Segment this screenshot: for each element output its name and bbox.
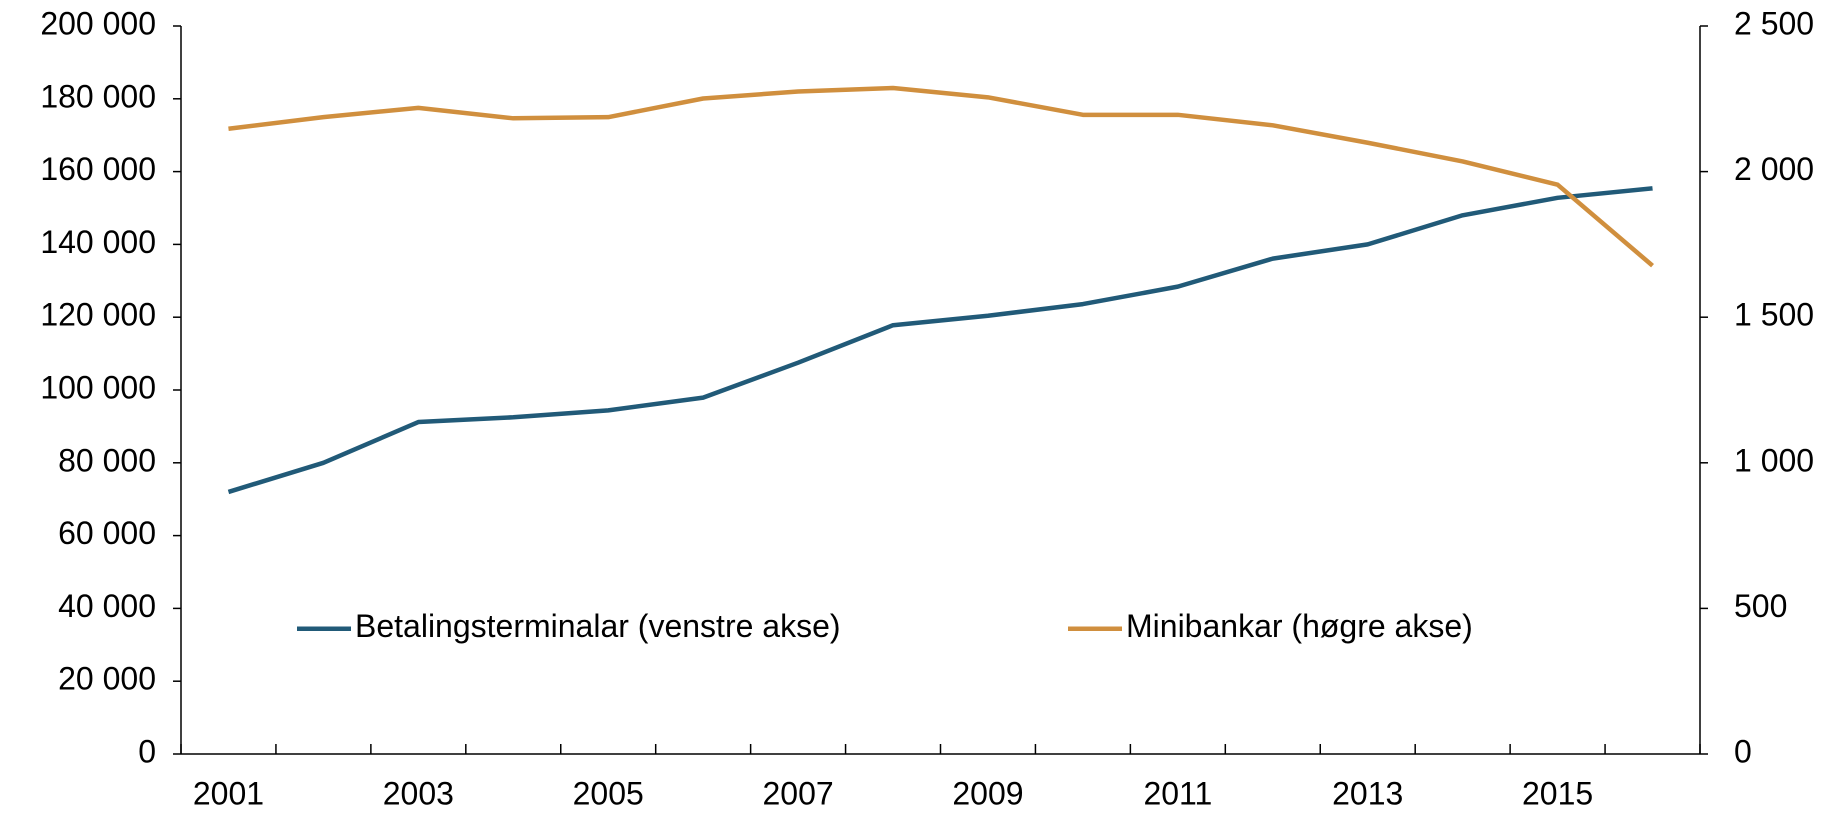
y2-tick-label: 0	[1734, 733, 1752, 769]
x-tick-label: 2007	[763, 775, 834, 811]
y-tick-label: 120 000	[40, 297, 156, 333]
y2-tick-label: 2 500	[1734, 5, 1814, 41]
y-tick-label: 20 000	[58, 661, 156, 697]
x-tick-label: 2011	[1143, 775, 1212, 811]
x-tick-label: 2003	[383, 775, 454, 811]
y-tick-label: 0	[138, 733, 156, 769]
y2-tick-label: 2 000	[1734, 151, 1814, 187]
y-tick-label: 200 000	[40, 5, 156, 41]
x-tick-label: 2001	[193, 775, 264, 811]
y-tick-label: 160 000	[40, 151, 156, 187]
y-tick-label: 40 000	[58, 588, 156, 624]
x-tick-label: 2005	[573, 775, 644, 811]
y-tick-label: 60 000	[58, 515, 156, 551]
y-tick-label: 180 000	[40, 78, 156, 114]
legend-label: Minibankar (høgre akse)	[1126, 608, 1473, 644]
legend-label: Betalingsterminalar (venstre akse)	[355, 608, 841, 644]
series-line	[228, 85, 1654, 268]
y2-tick-label: 1 500	[1734, 297, 1814, 333]
x-tick-label: 2013	[1332, 775, 1403, 811]
y2-tick-label: 500	[1734, 588, 1787, 624]
x-tick-label: 2009	[952, 775, 1023, 811]
y-tick-label: 100 000	[40, 369, 156, 405]
y-tick-label: 80 000	[58, 442, 156, 478]
series-line	[227, 186, 1653, 495]
x-tick-label: 2015	[1522, 775, 1593, 811]
y-tick-label: 140 000	[40, 224, 156, 260]
y2-tick-label: 1 000	[1734, 442, 1814, 478]
